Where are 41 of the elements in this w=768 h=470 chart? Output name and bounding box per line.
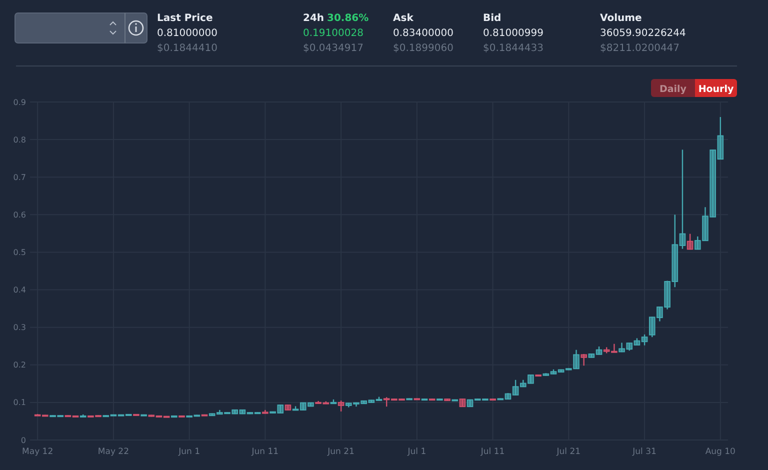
text: 0.81000000 [157,28,218,39]
y-tick-label: 0.7 [13,172,26,182]
x-tick-label: May 12 [22,447,54,457]
text: Hourly [698,84,734,95]
y-tick-label: 0 [20,436,26,445]
text: $0.0434917 [303,43,364,54]
x-tick-label: Jul 1 [406,447,426,457]
text: 0.19100028 [303,28,364,39]
text: 30.86% [327,13,369,24]
text: $0.1844410 [157,43,218,54]
y-tick-label: 0.6 [13,210,26,220]
x-tick-label: Jul 21 [556,447,581,457]
text: 0.83400000 [393,28,454,39]
x-tick-label: Jul 31 [632,447,656,457]
text: 0.81000999 [483,28,544,39]
x-tick-label: Jun 21 [326,447,354,457]
y-tick-label: 0.8 [13,135,26,144]
x-tick-label: Jun 1 [178,447,200,457]
y-tick-label: 0.4 [13,286,26,295]
y-tick-label: 0.3 [13,323,26,332]
text: Ask [393,13,414,24]
text: Bid [483,13,502,24]
x-tick-label: Aug 10 [705,447,736,457]
x-tick-label: May 22 [98,447,130,457]
text: Volume [600,13,642,24]
text: Daily [659,84,688,95]
candlestick [580,353,588,366]
candlestick [338,400,344,412]
text: 24h [303,13,324,24]
y-tick-label: 0.2 [13,360,26,370]
text: $0.1844433 [483,43,544,54]
text: 36059.90226244 [600,28,686,39]
text: $8211.0200447 [600,43,680,54]
candlestick [686,233,694,250]
text: Last Price [157,13,213,24]
y-tick-label: 0.9 [13,98,26,107]
x-tick-label: Jul 11 [480,447,505,457]
y-tick-label: 0.5 [13,248,26,258]
x-tick-label: Jun 11 [250,447,279,457]
y-tick-label: 0.1 [13,398,26,408]
text: $0.1899060 [393,43,454,54]
